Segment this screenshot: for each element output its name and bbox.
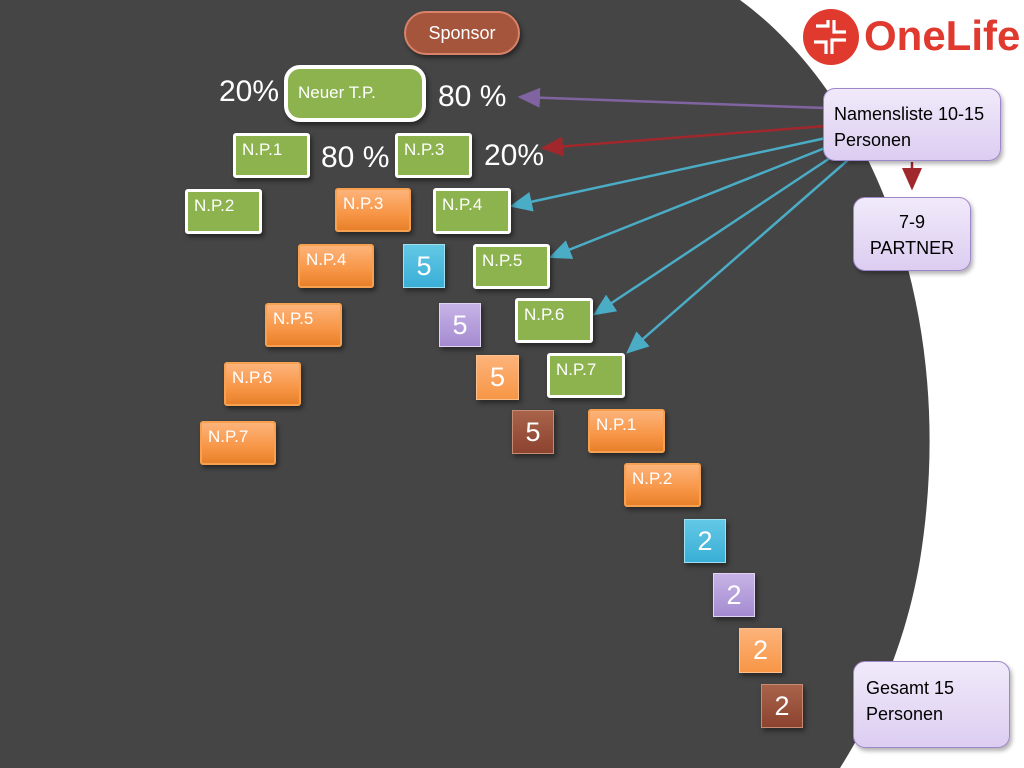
node-np4-orange: N.P.4 [298, 244, 374, 288]
partners-note: 7-9 PARTNER [853, 197, 971, 271]
onelife-logo: OneLife [802, 8, 1021, 68]
node-np1-left: N.P.1 [233, 133, 310, 178]
node-np7-orange: N.P.7 [200, 421, 276, 465]
node-np7-green: N.P.7 [547, 353, 625, 398]
count-two-blue: 2 [684, 519, 726, 563]
count-two-violet: 2 [713, 573, 755, 617]
node-np2-left: N.P.2 [185, 189, 262, 234]
node-np3-orange: N.P.3 [335, 188, 411, 232]
count-two-brown: 2 [761, 684, 803, 728]
count-five-violet: 5 [439, 303, 481, 347]
node-np3-green: N.P.3 [395, 133, 472, 178]
percent-mid-left: 80 % [321, 141, 390, 174]
count-five-orange: 5 [476, 355, 519, 400]
node-np5-green: N.P.5 [473, 244, 550, 289]
node-np4-green: N.P.4 [433, 188, 511, 234]
logo-icon [803, 9, 859, 65]
percent-mid-right: 20% [484, 139, 545, 172]
count-five-brown: 5 [512, 410, 554, 454]
percent-top-left: 20% [219, 75, 280, 108]
node-np6-orange: N.P.6 [224, 362, 301, 406]
node-np6-green: N.P.6 [515, 298, 593, 343]
total-note: Gesamt 15 Personen [853, 661, 1010, 748]
node-np1-orange: N.P.1 [588, 409, 665, 453]
logo-text: OneLife [864, 12, 1021, 59]
node-np2-orange: N.P.2 [624, 463, 701, 507]
count-five-blue: 5 [403, 244, 445, 288]
new-partner-node: Neuer T.P. [284, 65, 426, 122]
count-two-orange: 2 [739, 628, 782, 673]
sponsor-node: Sponsor [404, 11, 520, 55]
node-np5-orange: N.P.5 [265, 303, 342, 347]
name-list-note: Namensliste 10-15 Personen [823, 88, 1001, 161]
percent-top-right: 80 % [438, 80, 507, 113]
